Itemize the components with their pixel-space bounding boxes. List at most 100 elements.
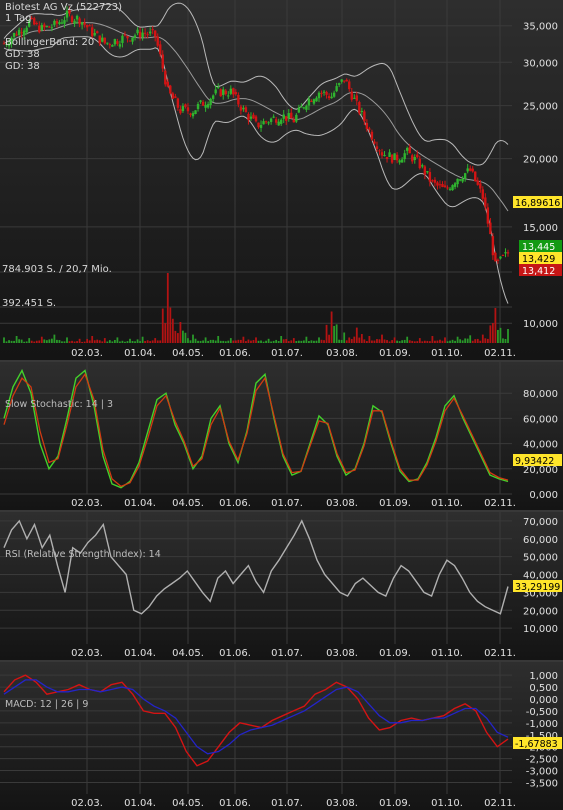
volume-bar (139, 341, 141, 343)
price-y-tick: 25,000 (523, 102, 558, 113)
candle-body (345, 79, 348, 82)
volume-bar (176, 333, 179, 343)
indicator-y-tick: -0,500 (526, 707, 558, 718)
volume-bar (474, 339, 477, 343)
svg-text:13,412: 13,412 (522, 266, 555, 277)
candle-body (91, 27, 94, 37)
candle-body (400, 159, 404, 163)
candle-body (448, 188, 452, 190)
indicator-y-tick: 40,000 (523, 571, 558, 582)
candle-body (227, 95, 230, 97)
candle-body (476, 180, 479, 185)
volume-bar (214, 340, 217, 343)
candle-body (148, 31, 152, 34)
close-price-tag: 13,429 (519, 252, 562, 265)
candle-body (249, 116, 253, 119)
volume-bar (169, 307, 172, 343)
candle-body (277, 121, 280, 126)
candle-body (196, 103, 200, 109)
candle-body (45, 26, 49, 28)
candle-body (25, 27, 28, 33)
candle-body (368, 128, 371, 130)
volume-bar (224, 341, 227, 343)
candle-body (204, 104, 207, 108)
candle-body (174, 96, 177, 98)
candle-body (504, 252, 507, 254)
price-y-tick: 35,000 (523, 22, 558, 33)
candle-body (83, 22, 86, 25)
candle-body (416, 154, 419, 158)
candle-body (350, 91, 353, 100)
stochastic-panel (0, 362, 563, 510)
x-tick-label: 04.05. (172, 648, 204, 659)
indicator-y-tick: 0,500 (529, 683, 558, 694)
volume-bar (43, 339, 46, 343)
candle-body (274, 119, 278, 123)
candle-body (322, 91, 326, 93)
candle-body (438, 184, 442, 186)
candle-body (75, 15, 79, 20)
sma-price-tag: 16,89616 (513, 196, 562, 209)
volume-bar (471, 340, 474, 343)
indicator-y-tick: 50,000 (523, 553, 558, 564)
volume-bar (232, 340, 235, 343)
volume-bar (502, 338, 504, 343)
x-tick-label: 02.03. (71, 348, 103, 359)
candle-body (98, 35, 101, 44)
candle-body (118, 44, 122, 47)
indicator-y-tick: 30,000 (523, 588, 558, 599)
candle-body (380, 152, 384, 156)
volume-bar (297, 340, 300, 343)
volume-bar (343, 332, 346, 343)
x-tick-label: 01.06. (219, 348, 251, 359)
indicator-y-tick: 40,000 (523, 440, 558, 451)
volume-bar (129, 338, 131, 343)
high-price-tag: 13,445 (519, 240, 562, 253)
candle-body (285, 116, 288, 121)
candle-body (179, 109, 182, 114)
candle-body (390, 154, 394, 163)
low-price-tag: 13,412 (519, 264, 562, 277)
candle-body (370, 131, 374, 140)
volume-bar (330, 311, 333, 343)
volume-bar (386, 340, 388, 343)
candle-body (491, 236, 495, 256)
candle-body (302, 107, 306, 109)
indicator-y-tick: 20,000 (523, 606, 558, 617)
volume-bar (449, 340, 451, 343)
volume-bar (134, 341, 136, 343)
volume-bar (252, 340, 255, 343)
candle-body (121, 35, 124, 43)
x-tick-label: 01.10. (431, 798, 463, 809)
volume-bar (494, 308, 497, 343)
volume-bar (486, 338, 489, 343)
candle-body (10, 37, 13, 44)
volume-bar (113, 339, 116, 343)
volume-bar (103, 338, 106, 343)
volume-bar (149, 341, 152, 343)
volume-bar (151, 340, 154, 343)
x-tick-label: 01.09. (379, 498, 411, 509)
candle-body (436, 182, 439, 186)
candle-body (184, 104, 187, 107)
indicator-y-tick: -3,500 (526, 778, 558, 789)
volume-bar (30, 340, 33, 343)
candle-body (201, 101, 205, 106)
volume-bar (66, 337, 68, 343)
rsi-line (3, 519, 509, 615)
candle-body (358, 102, 361, 114)
candle-body (395, 154, 399, 161)
rsi-value-tag: 33,29199 (513, 580, 562, 593)
candle-body (496, 259, 500, 261)
candle-body (317, 92, 321, 99)
candle-body (262, 121, 265, 125)
candle-body (138, 31, 142, 38)
volume-bar (446, 341, 449, 343)
volume-bar (454, 340, 456, 343)
indicator-y-tick: -1,500 (526, 731, 558, 742)
volume-bar (340, 339, 343, 343)
volume-bar (491, 323, 494, 343)
volume-bar (48, 339, 51, 343)
volume-bar (237, 339, 240, 343)
candle-body (398, 160, 401, 163)
